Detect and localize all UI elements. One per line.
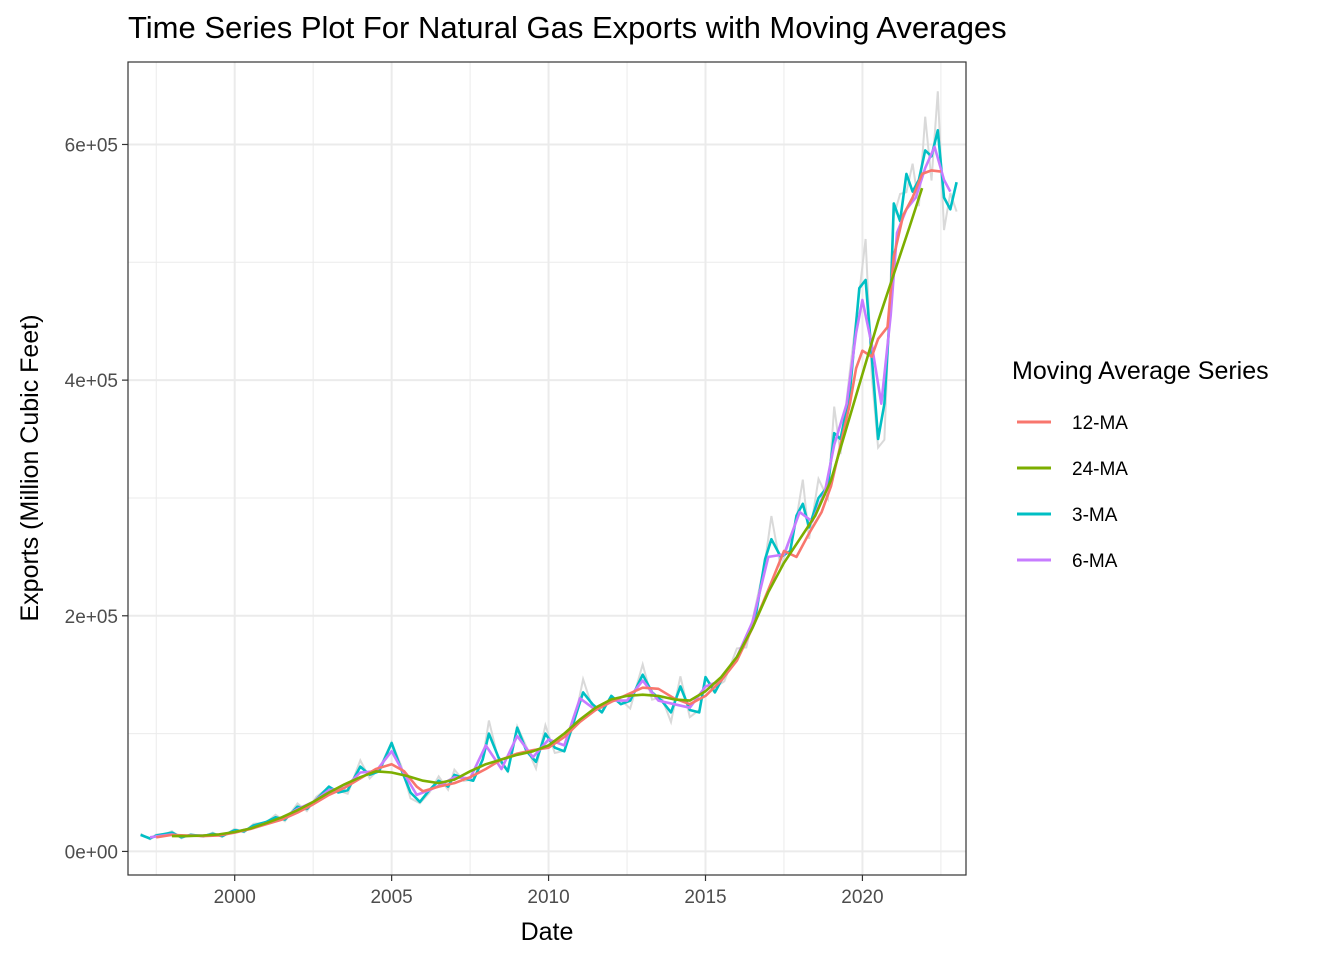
series-lines [140,129,958,840]
legend: Moving Average Series 12-MA 24-MA 3-MA 6-MA [1012,357,1269,572]
legend-label-3-ma: 3-MA [1072,505,1118,526]
plot-background [128,62,966,875]
y-axis: 0e+00 2e+05 4e+05 6e+05 [65,135,128,863]
x-axis-title: Date [521,918,574,946]
legend-items: 12-MA 24-MA 3-MA 6-MA [1017,413,1128,572]
x-tick-label: 2020 [841,887,883,908]
grid-minor [128,62,966,875]
chart-title: Time Series Plot For Natural Gas Exports… [128,10,1007,45]
legend-title: Moving Average Series [1012,357,1269,385]
y-tick-label: 0e+00 [65,842,118,863]
x-tick-label: 2015 [684,887,726,908]
y-tick-label: 2e+05 [65,607,118,628]
plot-panel [127,61,967,876]
x-tick-label: 2010 [527,887,569,908]
x-tick-label: 2005 [370,887,412,908]
grid-major [128,62,966,875]
x-tick-label: 2000 [214,887,256,908]
y-tick-label: 6e+05 [65,135,118,156]
y-tick-label: 4e+05 [65,371,118,392]
series-line-24-ma [171,187,924,838]
x-axis: 2000 2005 2010 2015 2020 [214,875,884,908]
y-axis-title: Exports (Million Cubic Feet) [16,314,44,621]
legend-label-12-ma: 12-MA [1072,413,1128,434]
series-line-12-ma [156,169,942,839]
plot-border [127,61,967,876]
legend-label-24-ma: 24-MA [1072,459,1128,480]
legend-label-6-ma: 6-MA [1072,551,1118,572]
